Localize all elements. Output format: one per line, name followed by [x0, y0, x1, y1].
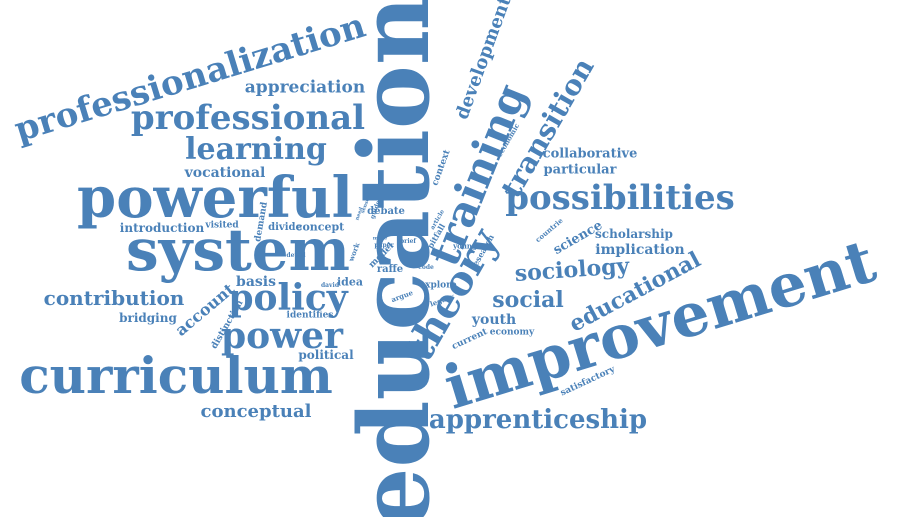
word-basis: basis — [236, 274, 276, 290]
word-brief: brief — [399, 238, 417, 245]
word-debate: debate — [367, 206, 405, 217]
word-social: social — [492, 287, 564, 313]
word-collaborative: collaborative — [542, 146, 638, 162]
word-code: code — [418, 264, 434, 271]
word-divide: divide — [268, 222, 302, 233]
word-bridging: bridging — [119, 311, 177, 325]
word-youth: youth — [471, 312, 517, 328]
word-apprenticeship: apprenticeship — [428, 405, 648, 435]
word-scholarship: scholarship — [595, 227, 673, 241]
word-vocational: vocational — [184, 165, 266, 181]
word-policy: policy — [228, 277, 348, 319]
word-visited: visited — [205, 220, 239, 231]
word-system: system — [125, 216, 351, 284]
word-sociology: sociology — [513, 253, 631, 287]
word-curriculum: curriculum — [19, 346, 333, 405]
word-introduction: introduction — [119, 221, 205, 235]
word-explore: explore — [419, 280, 457, 291]
word-more: more — [372, 235, 388, 242]
word-david: david — [320, 282, 340, 289]
word-economy: economy — [489, 327, 535, 338]
word-political: political — [298, 348, 354, 362]
word-year: year — [379, 228, 391, 235]
word-appreciation: appreciation — [244, 77, 366, 98]
word-idea: idea — [337, 275, 363, 289]
word-implication: implication — [595, 242, 685, 258]
word-contribution: contribution — [43, 286, 185, 310]
word-concept: concept — [295, 220, 345, 234]
word-identifies: identifies — [286, 310, 334, 321]
word-power: power — [220, 315, 344, 357]
word-conceptual: conceptual — [200, 401, 312, 422]
word-powerful: powerful — [77, 165, 353, 231]
word-raffe: raffe — [376, 264, 404, 275]
word-possibilities: possibilities — [505, 178, 735, 218]
word-learning: learning — [185, 132, 327, 167]
word-paper: paper — [374, 242, 394, 249]
word-particular: particular — [543, 162, 617, 178]
word-young: young — [453, 241, 477, 251]
word-professional: professional — [130, 98, 366, 138]
word-detail: detail — [286, 252, 306, 259]
